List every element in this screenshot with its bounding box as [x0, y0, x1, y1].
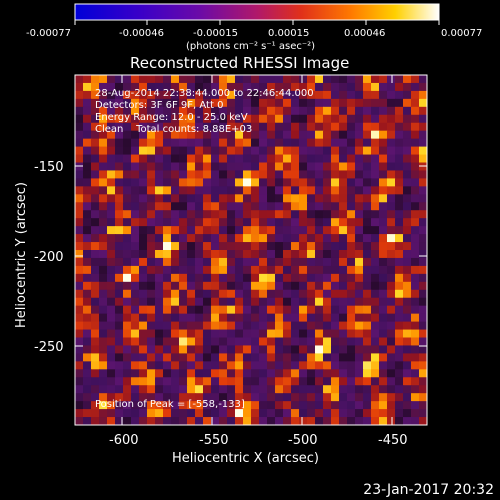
timestamp: 23-Jan-2017 20:32	[363, 482, 494, 498]
x-axis-label: Heliocentric X (arcsec)	[172, 451, 319, 466]
x-tick-label: -550	[199, 433, 229, 448]
x-tick-label: -450	[378, 433, 408, 448]
colorbar-tick-label: -0.00015	[193, 28, 238, 39]
colorbar-tick-label: 0.00077	[441, 28, 482, 39]
colorbar-ticks	[74, 20, 440, 25]
heatmap-image	[75, 75, 427, 425]
colorbar-tick-label: 0.00015	[268, 28, 309, 39]
info-overlay: 28-Aug-2014 22:38:44.000 to 22:46:44.000…	[95, 88, 314, 410]
y-tick-label: -150	[34, 160, 64, 175]
colorbar-tick-label: 0.00046	[344, 28, 385, 39]
colorbar-tick-label: -0.00046	[119, 28, 164, 39]
y-tick-label: -250	[34, 340, 64, 355]
info-line-detectors: Detectors: 3F 6F 9F, Att 0	[95, 100, 223, 111]
colorbar-gradient	[74, 3, 440, 21]
colorbar: -0.00077 -0.00046 -0.00015 0.00015 0.000…	[26, 3, 482, 52]
axis-ticks	[75, 75, 427, 425]
colorbar-tick-label: -0.00077	[26, 28, 71, 39]
info-line-time: 28-Aug-2014 22:38:44.000 to 22:46:44.000	[95, 88, 314, 99]
plot-frame	[74, 74, 428, 426]
x-tick-label: -600	[109, 433, 139, 448]
y-axis-label: Heliocentric Y (arcsec)	[14, 182, 29, 328]
info-line-energy: Energy Range: 12.0 - 25.0 keV	[95, 112, 248, 123]
info-line-counts: Clean Total counts: 8.88E+03	[95, 124, 252, 135]
y-tick-label: -200	[34, 250, 64, 265]
x-tick-label: -500	[288, 433, 318, 448]
peak-position-label: Position of Peak = [-558,-133]	[95, 399, 245, 410]
image-title: Reconstructed RHESSI Image	[130, 54, 349, 72]
colorbar-units: (photons cm⁻² s⁻¹ asec⁻²)	[186, 41, 315, 52]
